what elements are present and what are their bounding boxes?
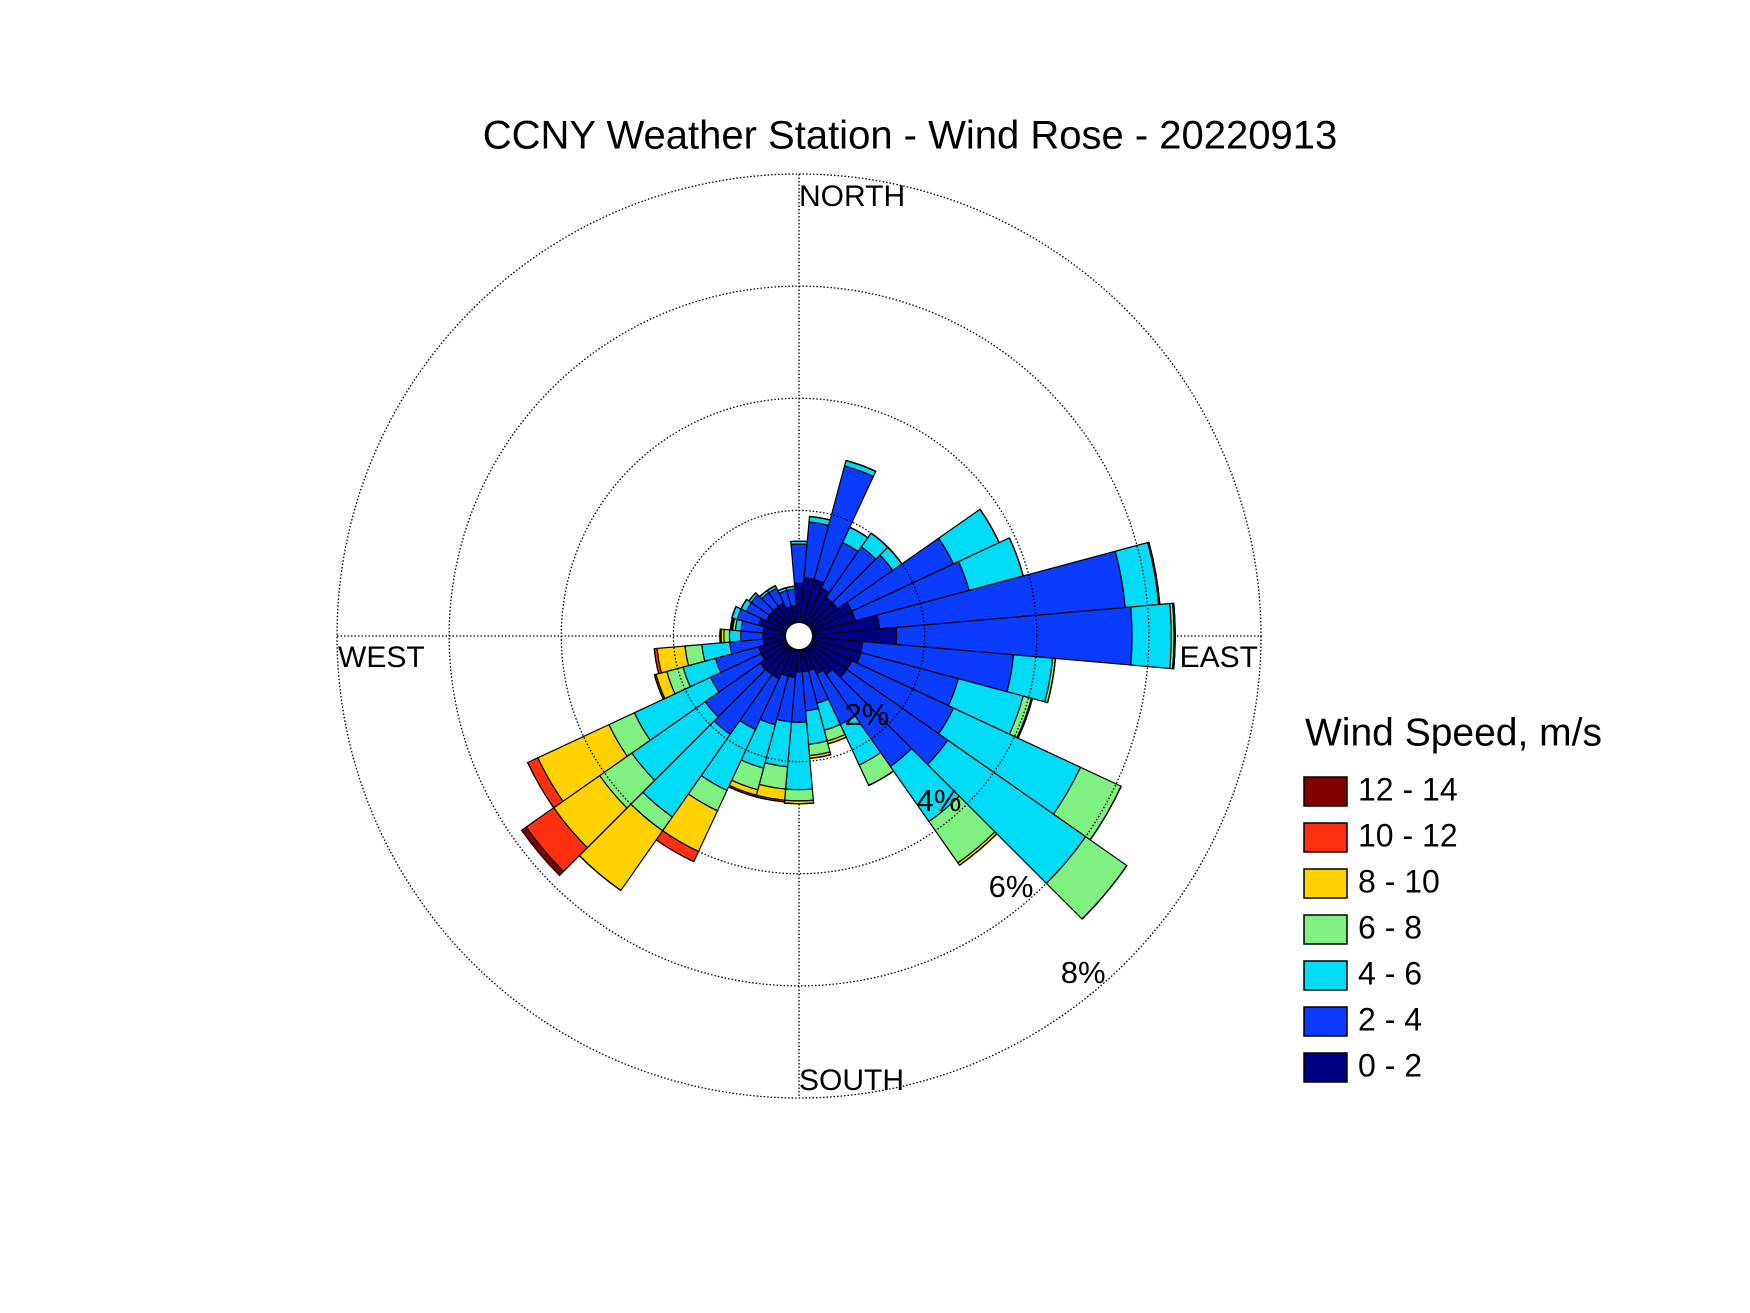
grid-ring <box>336 173 1262 1099</box>
wedge <box>723 628 731 644</box>
legend-label: 8 - 10 <box>1358 863 1440 899</box>
wedge <box>783 788 815 802</box>
grid-ring <box>448 285 1150 987</box>
compass-label: SOUTH <box>799 1064 904 1097</box>
legend-swatch <box>1303 914 1348 945</box>
compass-label: NORTH <box>799 180 905 213</box>
legend-label: 12 - 14 <box>1358 771 1458 807</box>
legend-label: 4 - 6 <box>1358 955 1422 991</box>
center-hole <box>785 622 813 650</box>
r-tick-label: 6% <box>989 869 1034 904</box>
wedge <box>784 802 814 805</box>
wedge <box>1130 602 1172 670</box>
legend-swatch <box>1303 1052 1348 1083</box>
wedge <box>1081 865 1128 920</box>
wedge <box>845 459 877 472</box>
grid-ring <box>560 397 1038 875</box>
legend-swatch <box>1303 868 1348 899</box>
legend-swatch <box>1303 776 1348 807</box>
grid-ring <box>672 509 926 763</box>
wedge <box>731 606 737 619</box>
wedge <box>868 770 894 786</box>
chart-title: CCNY Weather Station - Wind Rose - 20220… <box>483 114 1338 158</box>
wedge <box>520 826 565 877</box>
wedge <box>748 592 757 602</box>
wedge <box>728 629 742 643</box>
r-tick-label: 4% <box>917 783 962 818</box>
wedge <box>785 585 795 589</box>
legend-label: 0 - 2 <box>1358 1047 1422 1083</box>
legend-swatch <box>1303 822 1348 853</box>
wedges <box>520 459 1176 920</box>
r-tick-label: 8% <box>1061 955 1106 990</box>
compass-label: EAST <box>1180 641 1258 674</box>
legend-label: 2 - 4 <box>1358 1001 1422 1037</box>
legend-swatch <box>1303 960 1348 991</box>
legend-title: Wind Speed, m/s <box>1305 711 1602 754</box>
r-tick-label: 2% <box>844 697 889 732</box>
legend-label: 6 - 8 <box>1358 909 1422 945</box>
wedge <box>959 833 998 866</box>
legend-label: 10 - 12 <box>1358 817 1458 853</box>
compass-label: WEST <box>338 641 425 674</box>
legend-swatch <box>1303 1006 1348 1037</box>
